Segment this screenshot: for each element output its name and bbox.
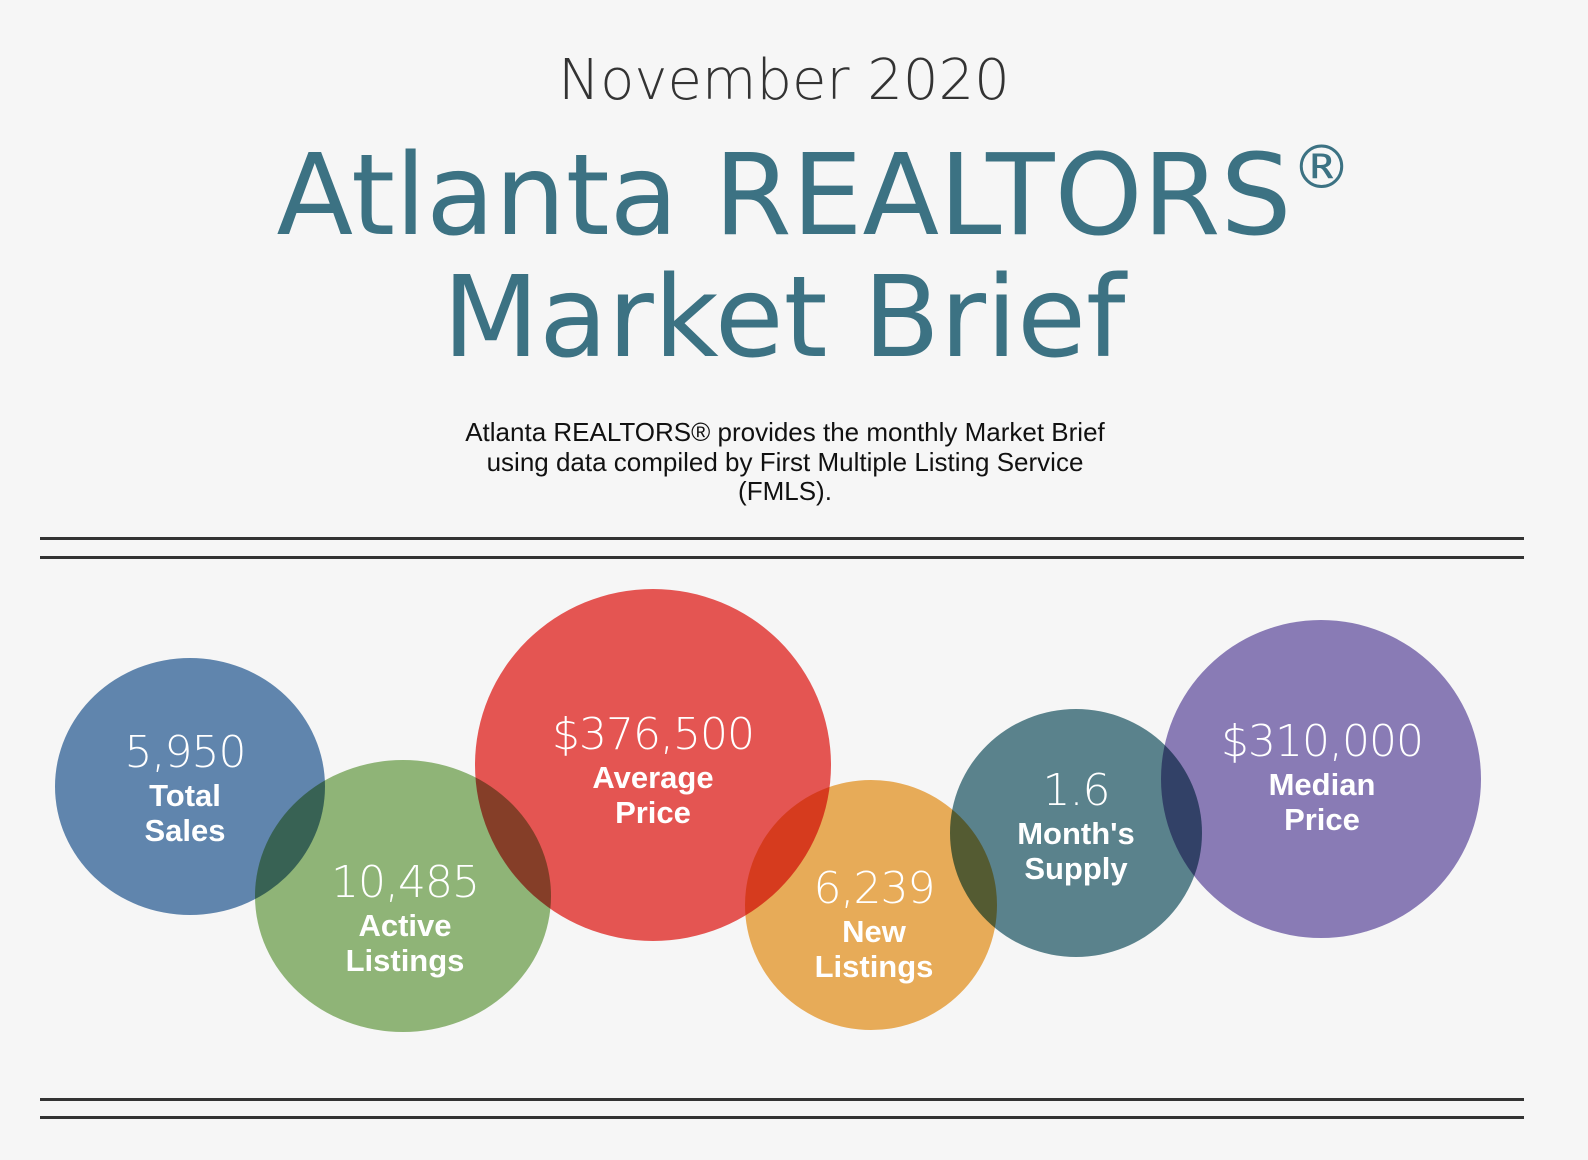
bubble-months-supply xyxy=(950,709,1202,957)
stat-months-supply: 1.6 Month's Supply xyxy=(1017,765,1135,887)
stat-label: Listings xyxy=(814,949,934,984)
divider xyxy=(40,537,1524,540)
stat-label: Price xyxy=(1284,802,1360,837)
stat-label: Listings xyxy=(345,943,465,978)
report-month: November 2020 xyxy=(558,48,1010,113)
stat-value: 6,239 xyxy=(813,863,936,914)
page-subtitle: Market Brief xyxy=(442,253,1126,383)
divider xyxy=(40,556,1524,559)
registered-mark: ® xyxy=(1291,133,1352,203)
stat-new-listings: 6,239 New Listings xyxy=(813,863,936,985)
stat-median-price: $310,000 Median Price xyxy=(1221,716,1424,838)
divider xyxy=(40,1116,1524,1119)
stat-active-listings: 10,485 Active Listings xyxy=(331,857,480,979)
stat-value: 1.6 xyxy=(1042,765,1111,816)
stat-label: Sales xyxy=(144,813,226,848)
stat-value: $376,500 xyxy=(552,709,755,760)
stat-label: Month's xyxy=(1017,816,1135,851)
divider xyxy=(40,1098,1524,1101)
stat-label: Median xyxy=(1268,767,1376,802)
stat-label: Active xyxy=(358,908,452,943)
stat-value: $310,000 xyxy=(1221,716,1424,767)
title-text: Atlanta REALTORS xyxy=(276,131,1292,261)
stat-label: Price xyxy=(615,795,691,830)
stat-average-price: $376,500 Average Price xyxy=(552,709,755,831)
stat-label: Supply xyxy=(1024,851,1128,886)
description: Atlanta REALTORS® provides the monthly M… xyxy=(465,417,1105,506)
stat-total-sales: 5,950 Total Sales xyxy=(124,727,247,849)
bubble-median-price xyxy=(1161,620,1481,938)
stat-value: 10,485 xyxy=(331,857,480,908)
stat-value: 5,950 xyxy=(124,727,247,778)
stat-label: Total xyxy=(149,778,221,813)
stat-label: New xyxy=(842,914,906,949)
page-title: Atlanta REALTORS® xyxy=(30,138,1588,252)
stat-label: Average xyxy=(592,760,714,795)
